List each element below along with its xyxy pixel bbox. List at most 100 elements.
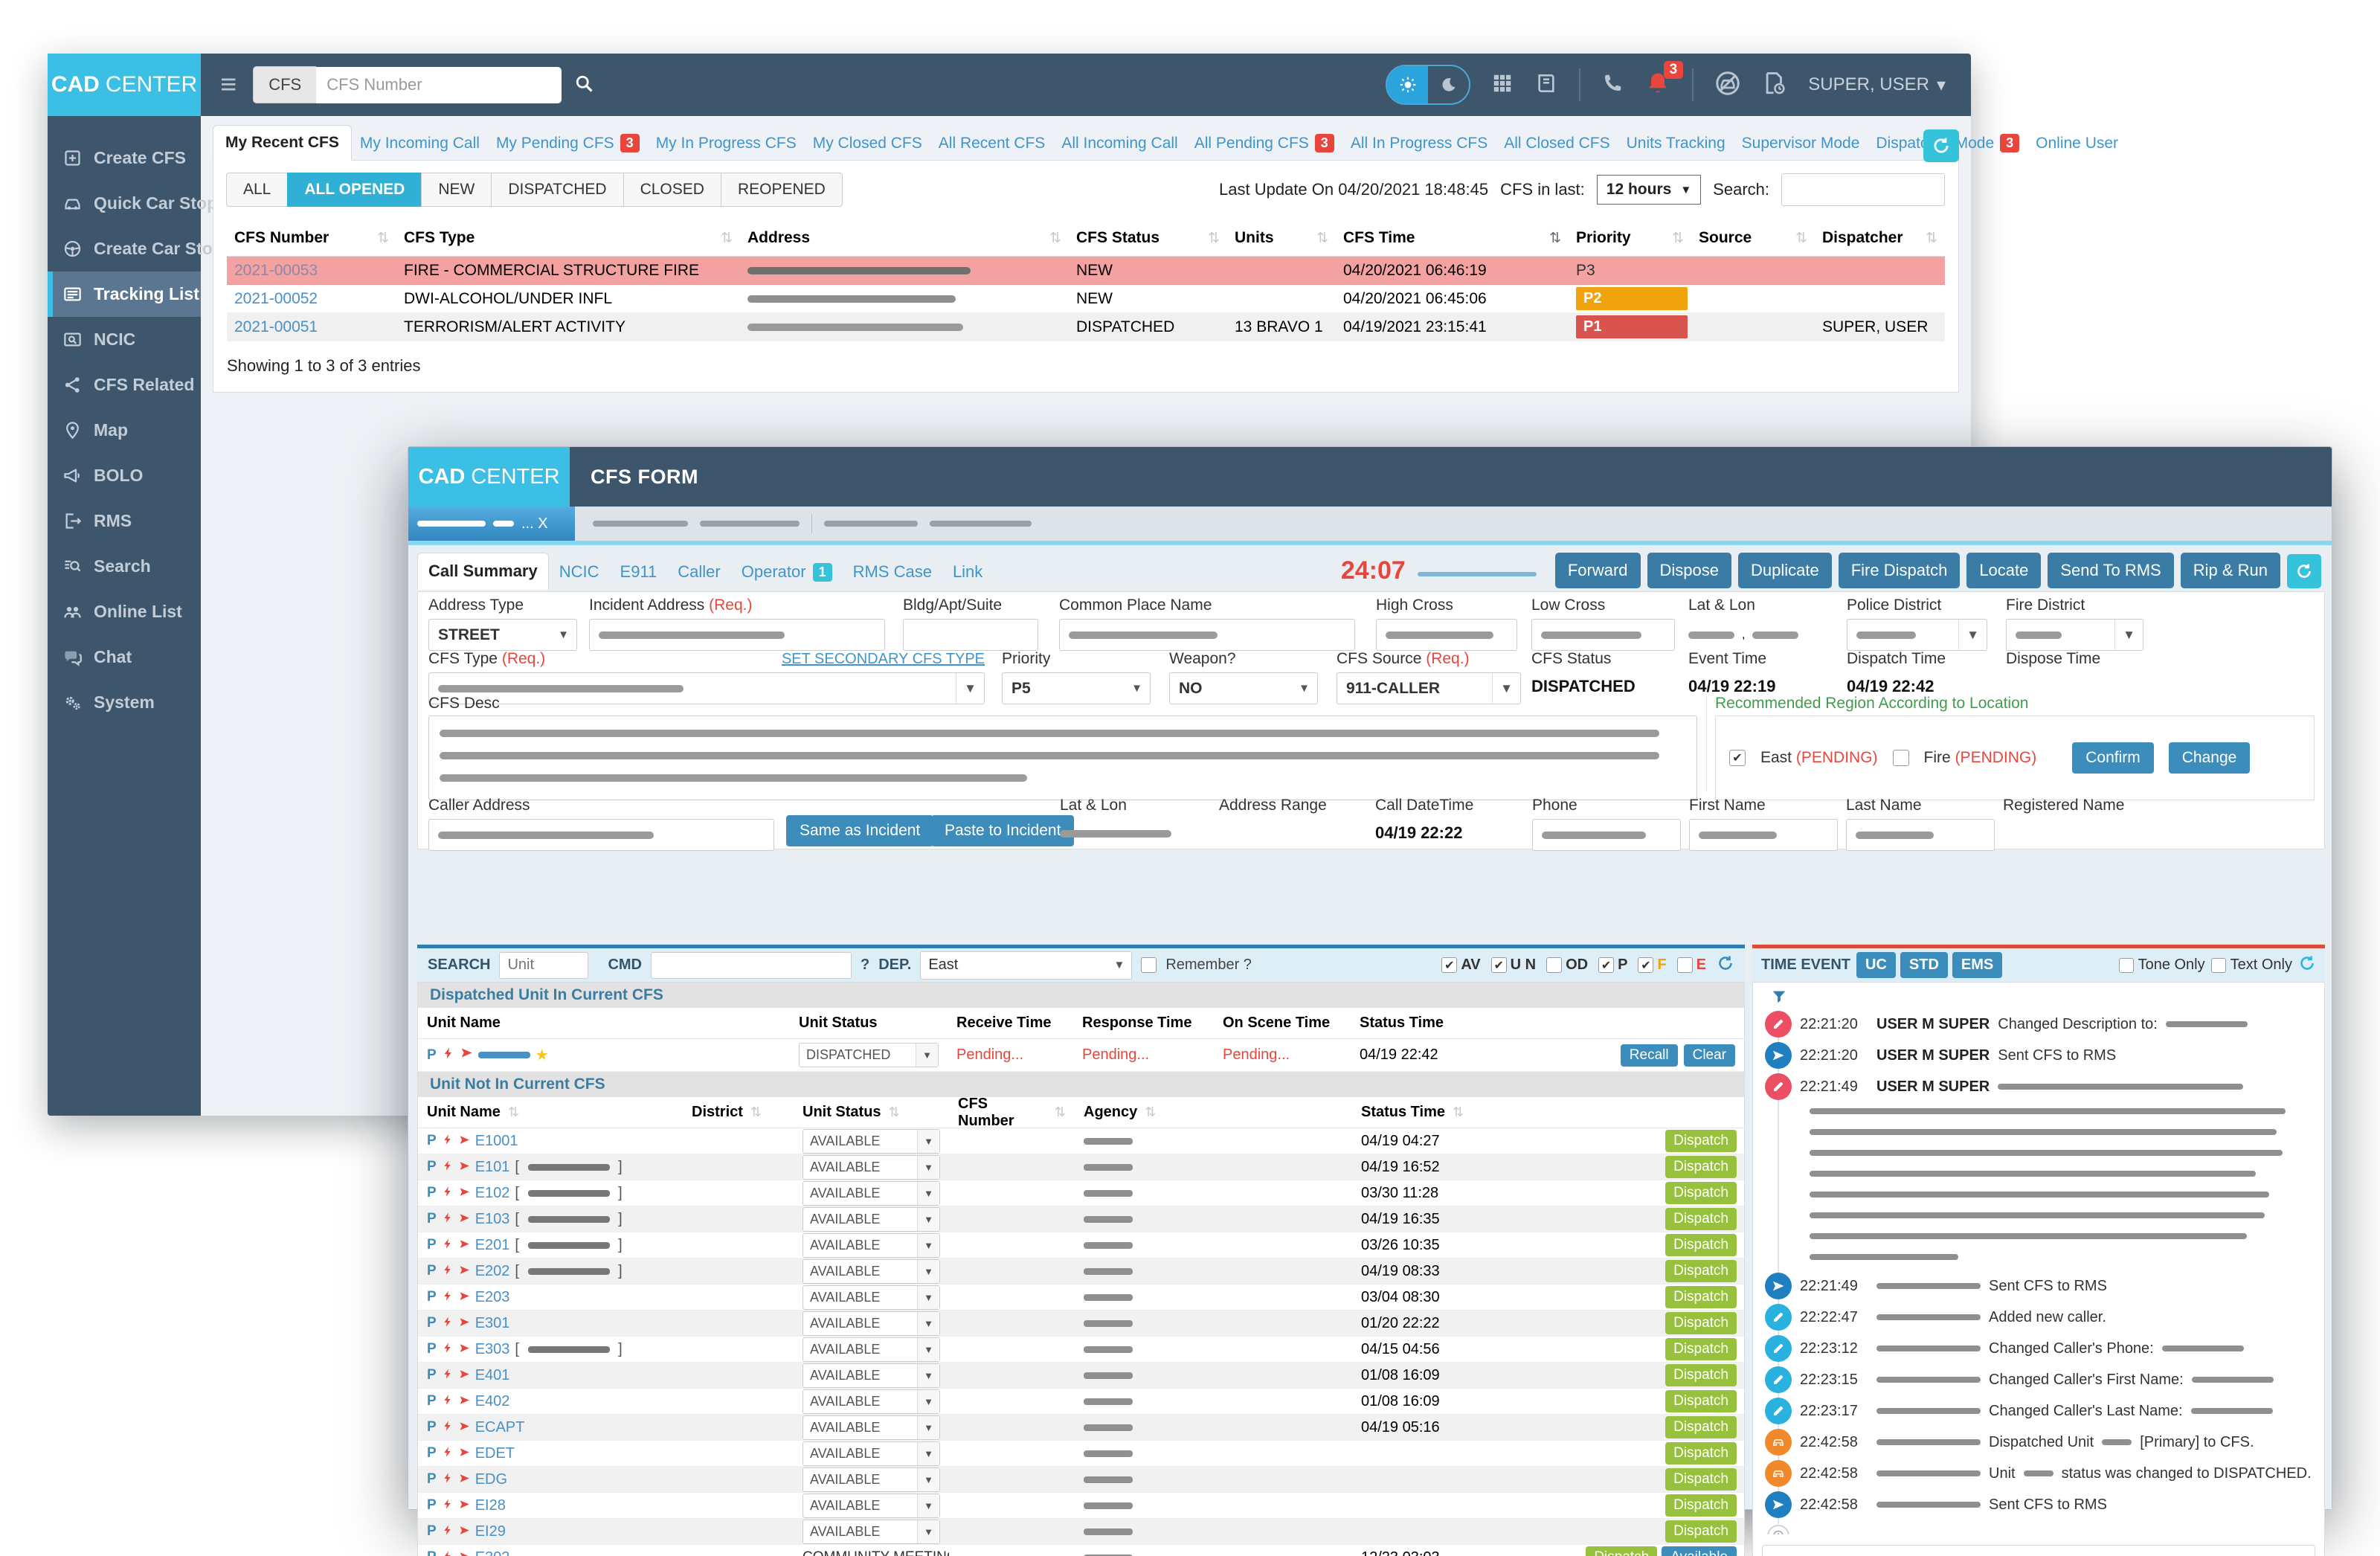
sort-icon[interactable]: ⇅ xyxy=(1926,230,1937,246)
dispatch-button[interactable]: Dispatch xyxy=(1665,1156,1737,1178)
unit-flag-checkbox[interactable]: AV xyxy=(1441,957,1481,974)
filter-button[interactable]: REOPENED xyxy=(720,173,843,207)
unit-status-select[interactable]: AVAILABLE ▼ xyxy=(803,1311,940,1336)
sidebar-item[interactable]: Create CFS xyxy=(48,135,201,181)
table-row[interactable]: 2021-00052 DWI-ALCOHOL/UNDER INFL NEW 04… xyxy=(227,285,1945,313)
first-name-input[interactable] xyxy=(1689,819,1838,851)
fire-district-select[interactable]: ▼ xyxy=(2006,619,2143,651)
document-clock-icon[interactable] xyxy=(1762,71,1787,100)
dispatch-button[interactable]: Dispatch xyxy=(1665,1312,1737,1334)
sidebar-item[interactable]: NCIC xyxy=(48,317,201,362)
form-tab[interactable]: NCIC xyxy=(549,554,610,590)
send-icon[interactable] xyxy=(459,1315,470,1332)
unit-status-select[interactable]: AVAILABLE ▼ xyxy=(803,1519,940,1544)
unit-name-link[interactable]: E401 xyxy=(475,1366,510,1383)
unit-row[interactable]: P E201 [ ] AVAILABLE ▼ 03/26 10:35 Dispat… xyxy=(418,1232,1744,1258)
filter-button[interactable]: DISPATCHED xyxy=(491,173,624,207)
search-prefix-button[interactable]: CFS xyxy=(253,66,317,103)
action-button[interactable]: Duplicate xyxy=(1738,553,1832,588)
low-cross-input[interactable] xyxy=(1531,619,1675,651)
cmd-input[interactable] xyxy=(651,951,852,979)
unit-status-select[interactable]: AVAILABLE ▼ xyxy=(803,1154,940,1180)
unit-status-select[interactable]: AVAILABLE ▼ xyxy=(803,1415,940,1440)
send-icon[interactable] xyxy=(459,1549,470,1556)
unit-name-link[interactable]: E102 xyxy=(475,1184,510,1201)
sort-icon[interactable]: ⇅ xyxy=(750,1105,762,1119)
bolt-icon[interactable] xyxy=(442,1419,454,1436)
column-header[interactable]: Address ⇅ xyxy=(747,229,1061,246)
help-icon[interactable]: ? xyxy=(861,957,870,973)
sidebar-item[interactable]: Online List xyxy=(48,589,201,634)
sort-icon[interactable]: ⇅ xyxy=(1316,230,1328,246)
checkbox[interactable] xyxy=(1638,957,1654,973)
unit-status-select[interactable]: AVAILABLE ▼ xyxy=(803,1389,940,1414)
unit-row[interactable]: P E101 [ ] AVAILABLE ▼ 04/19 16:52 Dispat… xyxy=(418,1154,1744,1180)
send-icon[interactable] xyxy=(459,1471,470,1488)
dispatch-button[interactable]: Dispatch xyxy=(1665,1364,1737,1386)
action-button[interactable]: Locate xyxy=(1966,553,2042,588)
dispatch-button[interactable]: Dispatch xyxy=(1665,1182,1737,1204)
send-icon[interactable] xyxy=(459,1133,470,1150)
text-only-toggle[interactable]: Text Only xyxy=(2210,957,2292,974)
dispatch-button[interactable]: Dispatch xyxy=(1665,1468,1737,1491)
unit-flag-checkbox[interactable]: U N xyxy=(1490,957,1536,974)
unit-row[interactable]: P EDET AVAILABLE ▼ Dispatch xyxy=(418,1441,1744,1467)
unit-status-select[interactable]: AVAILABLE ▼ xyxy=(803,1337,940,1362)
cfs-number-link[interactable]: 2021-00051 xyxy=(234,318,318,335)
unit-name-link[interactable]: E1001 xyxy=(475,1132,518,1149)
send-icon[interactable] xyxy=(459,1237,470,1254)
bolt-icon[interactable] xyxy=(442,1549,454,1556)
sidebar-item[interactable]: System xyxy=(48,680,201,725)
unit-status-select[interactable]: AVAILABLE ▼ xyxy=(803,1441,940,1466)
active-cfs-tab[interactable]: ... X xyxy=(408,507,575,541)
action-button[interactable]: Dispose xyxy=(1647,553,1731,588)
notifications-bell-icon[interactable]: 3 xyxy=(1644,60,1684,100)
sidebar-item[interactable]: Quick Car Stop xyxy=(48,181,217,226)
refresh-icon[interactable] xyxy=(2298,954,2316,976)
unit-name-link[interactable]: E402 xyxy=(475,1392,510,1409)
send-icon[interactable] xyxy=(459,1497,470,1514)
tone-only-toggle[interactable]: Tone Only xyxy=(2118,957,2205,974)
send-icon[interactable] xyxy=(459,1523,470,1540)
sort-icon[interactable]: ⇅ xyxy=(1549,230,1561,246)
bolt-icon[interactable] xyxy=(442,1211,454,1228)
column-header[interactable]: CFS Status ⇅ xyxy=(1076,229,1220,246)
form-tab[interactable]: Caller xyxy=(667,554,730,590)
common-place-input[interactable] xyxy=(1059,619,1355,651)
filter-funnel-icon[interactable] xyxy=(1771,995,1787,1008)
tracking-tab[interactable]: All In Progress CFS xyxy=(1342,126,1496,161)
checkbox[interactable] xyxy=(1546,957,1563,973)
filter-button[interactable]: ALL xyxy=(226,173,289,207)
sort-icon[interactable]: ⇅ xyxy=(721,230,733,246)
app-logo[interactable]: CAD CENTER xyxy=(48,54,201,116)
bolt-icon[interactable] xyxy=(442,1367,454,1384)
day-night-toggle[interactable] xyxy=(1386,65,1471,105)
tracking-tab[interactable]: My Closed CFS xyxy=(805,126,930,161)
action-button[interactable]: Fire Dispatch xyxy=(1838,553,1961,588)
unit-name-link[interactable]: E203 xyxy=(475,1288,510,1305)
sidebar-item[interactable]: Create Car Stop xyxy=(48,226,223,271)
dispatch-button[interactable]: Dispatch xyxy=(1665,1442,1737,1465)
column-header[interactable]: Agency ⇅ xyxy=(1084,1104,1157,1120)
same-as-incident-button[interactable]: Same as Incident xyxy=(786,815,934,846)
cfs-desc-textarea[interactable] xyxy=(428,716,1697,800)
unit-row[interactable]: P E1001 AVAILABLE ▼ 04/19 04:27 Dispatch xyxy=(418,1128,1744,1154)
sort-icon[interactable]: ⇅ xyxy=(377,230,389,246)
sidebar-item[interactable]: Tracking List xyxy=(48,271,201,317)
unit-name-link[interactable]: EDET xyxy=(475,1444,515,1462)
police-district-select[interactable]: ▼ xyxy=(1847,619,1987,651)
unit-row[interactable]: P EI28 AVAILABLE ▼ Dispatch xyxy=(418,1493,1744,1519)
sort-icon[interactable]: ⇅ xyxy=(1795,230,1807,246)
tracking-tab[interactable]: Online User xyxy=(2027,126,2126,161)
unit-name-link[interactable]: E101 xyxy=(475,1158,510,1175)
unit-status-select[interactable]: AVAILABLE ▼ xyxy=(803,1493,940,1518)
sidebar-item[interactable]: RMS xyxy=(48,498,201,544)
sort-icon[interactable]: ⇅ xyxy=(1049,230,1061,246)
unit-row[interactable]: P E401 AVAILABLE ▼ 01/08 16:09 Dispatch xyxy=(418,1363,1744,1389)
dispatch-button[interactable]: Dispatch xyxy=(1665,1338,1737,1360)
send-icon[interactable] xyxy=(459,1419,470,1436)
unit-row[interactable]: P E203 AVAILABLE ▼ 03/04 08:30 Dispatch xyxy=(418,1285,1744,1311)
unit-row[interactable]: P E102 [ ] AVAILABLE ▼ 03/30 11:28 Dispat… xyxy=(418,1180,1744,1206)
bolt-icon[interactable] xyxy=(442,1263,454,1280)
dispatch-button[interactable]: Dispatch xyxy=(1665,1390,1737,1412)
